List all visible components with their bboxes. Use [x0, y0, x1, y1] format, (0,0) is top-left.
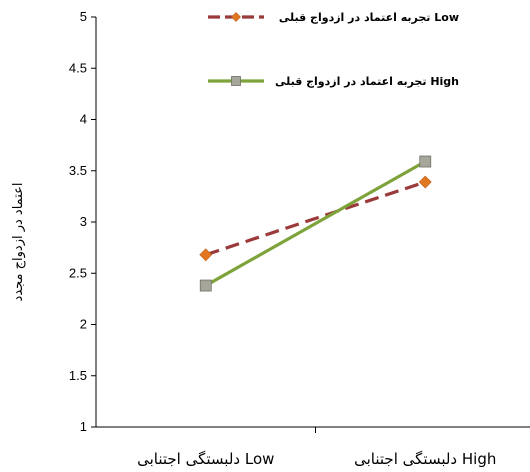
series-1 — [199, 155, 432, 292]
y-tick-labels: 1 1.5 2 2.5 3 3.5 4 4.5 5 — [69, 9, 87, 434]
x-tick-label: دلبستگی اجتنابی Low — [137, 450, 274, 468]
x-tick-label: دلبستگی اجتنابی High — [354, 450, 496, 468]
series-layer — [199, 155, 432, 292]
y-tick-label: 4.5 — [69, 60, 87, 75]
y-tick-label: 4 — [80, 112, 87, 127]
legend-label: تجربه اعتماد در ازدواج قبلی High — [275, 75, 459, 89]
data-point — [418, 175, 432, 189]
legend-entry-0: تجربه اعتماد در ازدواج قبلی Low — [208, 11, 459, 25]
y-tick-label: 3 — [80, 214, 87, 229]
x-tick-labels: دلبستگی اجتنابی Low دلبستگی اجتنابی High — [137, 450, 496, 468]
legend-swatch-marker — [231, 12, 241, 22]
legend-label: تجربه اعتماد در ازدواج قبلی Low — [279, 11, 459, 25]
data-point — [419, 155, 432, 168]
series-0 — [199, 175, 432, 262]
series-line — [205, 180, 426, 257]
y-tick-label: 1.5 — [69, 368, 87, 383]
y-tick-label: 2 — [80, 317, 87, 332]
y-tick-label: 3.5 — [69, 163, 87, 178]
y-axis-label: اعتماد در ازدواج مجدد — [11, 183, 26, 302]
y-tick-label: 1 — [80, 419, 87, 434]
legend-swatch-marker — [231, 76, 241, 86]
y-tick-label: 2.5 — [69, 265, 87, 280]
legend: تجربه اعتماد در ازدواج قبلی Low تجربه اعت… — [208, 11, 459, 89]
legend-entry-1: تجربه اعتماد در ازدواج قبلی High — [208, 75, 459, 89]
series-line — [204, 160, 427, 287]
y-tick-label: 5 — [80, 9, 87, 24]
axes — [91, 16, 530, 433]
data-point — [199, 248, 213, 262]
data-point — [199, 279, 212, 292]
